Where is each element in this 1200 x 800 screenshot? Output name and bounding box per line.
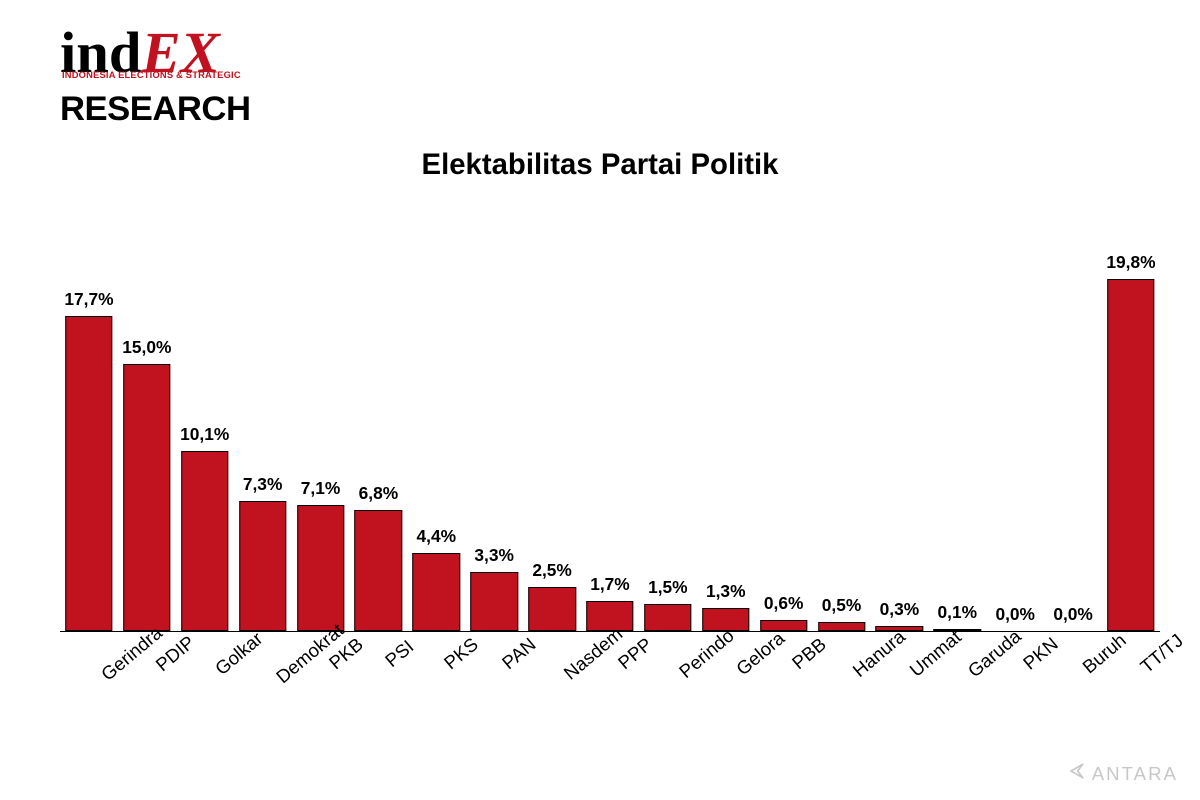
chart-bar-slot: 0,1% (928, 275, 986, 631)
chart-value-label: 7,3% (243, 474, 283, 495)
chart-value-label: 6,8% (359, 483, 399, 504)
chart-bar-slot: 15,0% (118, 275, 176, 631)
chart-bar (297, 505, 344, 631)
chart-x-label: PSI (370, 644, 409, 681)
chart-value-label: 1,7% (590, 574, 630, 595)
chart-bar (1107, 279, 1154, 631)
watermark: ANTARA (1066, 761, 1178, 786)
watermark-icon (1066, 761, 1086, 786)
chart-bar-slot: 1,5% (639, 275, 697, 631)
chart-value-label: 17,7% (64, 289, 113, 310)
chart-bar (123, 364, 170, 631)
chart-bar-slot: 7,3% (234, 275, 292, 631)
chart-x-label-slot: TT/TJ (1102, 632, 1160, 732)
chart-bar (181, 451, 228, 631)
chart-x-label-slot: PBB (755, 632, 813, 732)
chart-bar-slot: 4,4% (407, 275, 465, 631)
chart-x-label: TT/TJ (1117, 644, 1170, 693)
chart-x-label-slot: Nasdem (523, 632, 581, 732)
page: indEX INDONESIA ELECTIONS & STRATEGIC RE… (0, 0, 1200, 800)
chart-title: Elektabilitas Partai Politik (0, 148, 1200, 182)
chart-bar (644, 604, 691, 631)
chart-x-label-slot: Demokrat (234, 632, 292, 732)
chart-bar-slot: 1,3% (697, 275, 755, 631)
chart-value-label: 0,5% (822, 595, 862, 616)
chart-x-label-slot: Garuda (928, 632, 986, 732)
chart-bar-slot: 2,5% (523, 275, 581, 631)
chart-x-label: PPP (599, 644, 643, 686)
chart-plot-area: 17,7% 15,0% 10,1% 7,3% 7,1% 6,8% 4,4% 3,3% 2,5% 1… (60, 275, 1160, 632)
chart-bar-slot: 3,3% (465, 275, 523, 631)
chart-x-label-slot: PKS (407, 632, 465, 732)
chart-x-label-slot: Gelora (697, 632, 755, 732)
bar-chart: 17,7% 15,0% 10,1% 7,3% 7,1% 6,8% 4,4% 3,3% 2,5% 1… (60, 275, 1160, 732)
chart-bar-slot: 6,8% (349, 275, 407, 631)
chart-x-label-slot: Buruh (1044, 632, 1102, 732)
chart-value-label: 0,0% (995, 604, 1035, 625)
chart-x-label-slot: PDIP (118, 632, 176, 732)
chart-value-label: 3,3% (474, 545, 514, 566)
logo-tagline: INDONESIA ELECTIONS & STRATEGIC (62, 70, 241, 80)
chart-value-label: 1,3% (706, 581, 746, 602)
chart-x-label: PKS (426, 644, 470, 686)
chart-bar (239, 501, 286, 631)
chart-bar-slot: 17,7% (60, 275, 118, 631)
chart-value-label: 19,8% (1106, 252, 1155, 273)
chart-value-label: 10,1% (180, 424, 229, 445)
chart-x-labels: GerindraPDIPGolkarDemokratPKBPSIPKSPANNa… (60, 632, 1160, 732)
chart-x-label-slot: PPP (581, 632, 639, 732)
chart-x-label: PKN (1004, 644, 1049, 687)
chart-x-label-slot: Golkar (176, 632, 234, 732)
chart-bar (65, 316, 112, 631)
chart-bar (760, 620, 807, 631)
chart-x-label-slot: PKN (986, 632, 1044, 732)
chart-bar-slot: 10,1% (176, 275, 234, 631)
chart-x-label-slot: Hanura (813, 632, 871, 732)
chart-value-label: 2,5% (532, 560, 572, 581)
watermark-text: ANTARA (1092, 763, 1178, 785)
chart-bar-slot: 0,0% (1044, 275, 1102, 631)
chart-bars: 17,7% 15,0% 10,1% 7,3% 7,1% 6,8% 4,4% 3,3% 2,5% 1… (60, 275, 1160, 631)
chart-x-label: PAN (484, 644, 528, 686)
chart-bar-slot: 1,7% (581, 275, 639, 631)
chart-bar-slot: 0,5% (813, 275, 871, 631)
chart-bar (355, 510, 402, 631)
chart-value-label: 0,3% (880, 599, 920, 620)
chart-value-label: 15,0% (122, 337, 171, 358)
chart-bar-slot: 7,1% (292, 275, 350, 631)
chart-value-label: 4,4% (417, 526, 457, 547)
chart-bar-slot: 0,6% (755, 275, 813, 631)
chart-bar (818, 622, 865, 631)
chart-bar (934, 629, 981, 631)
chart-x-label-slot: Perindo (639, 632, 697, 732)
chart-bar (470, 572, 517, 631)
chart-value-label: 1,5% (648, 577, 688, 598)
chart-bar (413, 553, 460, 631)
chart-value-label: 7,1% (301, 478, 341, 499)
chart-value-label: 0,0% (1053, 604, 1093, 625)
chart-x-label-slot: PSI (349, 632, 407, 732)
logo: indEX INDONESIA ELECTIONS & STRATEGIC RE… (60, 28, 251, 129)
chart-value-label: 0,1% (938, 602, 978, 623)
chart-bar-slot: 19,8% (1102, 275, 1160, 631)
chart-x-label: PKB (310, 644, 354, 686)
chart-x-label-slot: PAN (465, 632, 523, 732)
chart-value-label: 0,6% (764, 593, 804, 614)
chart-x-label: PBB (773, 644, 817, 686)
chart-bar-slot: 0,3% (870, 275, 928, 631)
logo-research-text: RESEARCH (60, 90, 251, 129)
chart-x-label-slot: PKB (292, 632, 350, 732)
chart-x-label-slot: Ummat (870, 632, 928, 732)
chart-bar (528, 587, 575, 632)
chart-bar-slot: 0,0% (986, 275, 1044, 631)
chart-x-label-slot: Gerindra (60, 632, 118, 732)
